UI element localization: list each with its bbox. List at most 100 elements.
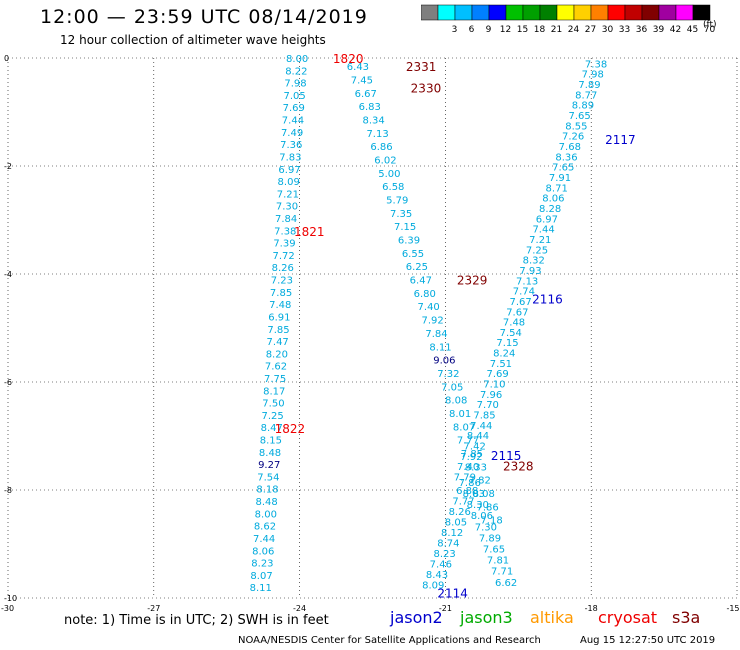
swh-value: 6.55 bbox=[402, 249, 424, 260]
swh-value: 7.21 bbox=[529, 235, 551, 246]
swh-value: 8.09 bbox=[422, 581, 444, 592]
swh-value: 7.48 bbox=[503, 318, 525, 329]
swh-value: 8.47 bbox=[261, 423, 283, 434]
swh-value: 7.49 bbox=[281, 128, 303, 139]
color-bin-label: 9 bbox=[486, 25, 492, 35]
swh-value: 8.00 bbox=[286, 54, 308, 65]
swh-value: 8.00 bbox=[255, 509, 277, 520]
footer-timestamp: Aug 15 12:27:50 UTC 2019 bbox=[580, 635, 716, 646]
pass-time-label: 2328 bbox=[503, 460, 534, 474]
plot-area: 0-2-4-6-8-10-30 -27 -24 -21 -18 -158.008.227.… bbox=[1, 52, 740, 613]
swh-value: 7.85 bbox=[473, 411, 495, 422]
swh-value: 7.39 bbox=[273, 239, 295, 250]
swh-value: 6.91 bbox=[268, 312, 290, 323]
swh-value: 8.48 bbox=[259, 448, 281, 459]
swh-value: 6.83 bbox=[359, 102, 381, 113]
y-tick-label: -8 bbox=[4, 486, 12, 495]
color-bin bbox=[624, 4, 643, 21]
swh-value: 6.39 bbox=[398, 236, 420, 247]
swh-value: 6.02 bbox=[374, 155, 396, 166]
swh-value: 7.05 bbox=[283, 91, 305, 102]
swh-value: 8.44 bbox=[467, 431, 489, 442]
swh-value: 7.10 bbox=[483, 380, 505, 391]
color-bin bbox=[658, 4, 677, 21]
swh-value: 7.85 bbox=[267, 325, 289, 336]
color-bin-label: 6 bbox=[469, 25, 475, 35]
swh-value: 7.85 bbox=[270, 288, 292, 299]
swh-value: 7.83 bbox=[279, 152, 301, 163]
color-bin-label: 45 bbox=[687, 25, 698, 35]
swh-value: 7.98 bbox=[284, 79, 306, 90]
color-scale-unit: (ft) bbox=[703, 20, 717, 30]
color-bin bbox=[454, 4, 473, 21]
swh-value: 8.15 bbox=[260, 436, 282, 447]
swh-value: 8.06 bbox=[471, 511, 493, 522]
swh-value: 7.67 bbox=[509, 297, 531, 308]
swh-value: 6.88 bbox=[456, 486, 478, 497]
swh-value: 8.07 bbox=[250, 571, 272, 582]
swh-value: 8.74 bbox=[437, 539, 459, 550]
swh-value: 7.36 bbox=[280, 140, 302, 151]
swh-value: 7.13 bbox=[516, 276, 538, 287]
footer-credit: NOAA/NESDIS Center for Satellite Applica… bbox=[238, 635, 541, 646]
swh-value: 8.17 bbox=[263, 386, 285, 397]
color-bin-label: 30 bbox=[602, 25, 614, 35]
color-bin-label: 24 bbox=[568, 25, 580, 35]
color-bin bbox=[590, 4, 609, 21]
swh-value: 8.89 bbox=[572, 101, 594, 112]
color-bin-label: 27 bbox=[585, 25, 596, 35]
color-bin bbox=[505, 4, 524, 21]
swh-value: 8.43 bbox=[426, 570, 448, 581]
swh-value: 7.98 bbox=[582, 70, 604, 81]
pass-time-label: 1821 bbox=[294, 225, 325, 239]
color-bin bbox=[421, 4, 439, 21]
swh-value: 7.45 bbox=[351, 75, 373, 86]
swh-value: 7.47 bbox=[267, 337, 289, 348]
swh-value: 6.62 bbox=[495, 578, 517, 589]
color-bin bbox=[607, 4, 626, 21]
x-tick-label: -27 bbox=[147, 604, 160, 613]
swh-value: 6.97 bbox=[278, 165, 300, 176]
x-tick-label: -21 bbox=[439, 604, 452, 613]
swh-value: 7.70 bbox=[477, 400, 499, 411]
pass-time-label: 2117 bbox=[605, 133, 636, 147]
chart-title: 12:00 — 23:59 UTC 08/14/2019 bbox=[40, 6, 368, 28]
swh-value: 7.35 bbox=[390, 209, 412, 220]
swh-value: 8.34 bbox=[363, 115, 385, 126]
swh-value: 7.44 bbox=[253, 534, 275, 545]
swh-value: 8.01 bbox=[449, 409, 471, 420]
swh-value: 7.15 bbox=[496, 338, 518, 349]
swh-value: 7.18 bbox=[480, 516, 502, 527]
color-bin bbox=[522, 4, 541, 21]
swh-value: 7.44 bbox=[470, 421, 492, 432]
x-tick-label: -24 bbox=[293, 604, 306, 613]
swh-value: 8.32 bbox=[523, 256, 545, 267]
swh-value: 6.58 bbox=[382, 182, 404, 193]
pass-time-label: 2330 bbox=[411, 82, 442, 96]
swh-value: 7.25 bbox=[526, 245, 548, 256]
pass-time-label: 2331 bbox=[406, 60, 437, 74]
color-bin bbox=[471, 4, 490, 21]
swh-value: 7.92 bbox=[421, 316, 443, 327]
swh-value: 7.54 bbox=[500, 328, 522, 339]
pass-time-label: 1820 bbox=[333, 52, 364, 66]
swh-value: 8.77 bbox=[575, 90, 597, 101]
swh-value: 8.55 bbox=[565, 121, 587, 132]
swh-value: 8.48 bbox=[256, 497, 278, 508]
swh-value: 7.38 bbox=[585, 59, 607, 70]
swh-value: 7.26 bbox=[562, 132, 584, 143]
swh-value: 6.43 bbox=[347, 62, 369, 73]
swh-value: 6.47 bbox=[410, 276, 432, 287]
color-bin-label: 42 bbox=[670, 25, 681, 35]
swh-value: 8.62 bbox=[254, 522, 276, 533]
satellite-legend-jason2: jason2 bbox=[390, 608, 443, 627]
swh-value: 7.82 bbox=[469, 476, 491, 487]
swh-value: 7.77 bbox=[457, 436, 479, 447]
color-bin-label: 36 bbox=[636, 25, 648, 35]
swh-value: 7.38 bbox=[274, 226, 296, 237]
color-bin-label: 70 bbox=[704, 25, 716, 35]
pass-time-label: 2116 bbox=[532, 292, 563, 306]
swh-value: 8.09 bbox=[278, 177, 300, 188]
color-bin bbox=[437, 4, 456, 21]
y-tick-label: -2 bbox=[4, 162, 12, 171]
